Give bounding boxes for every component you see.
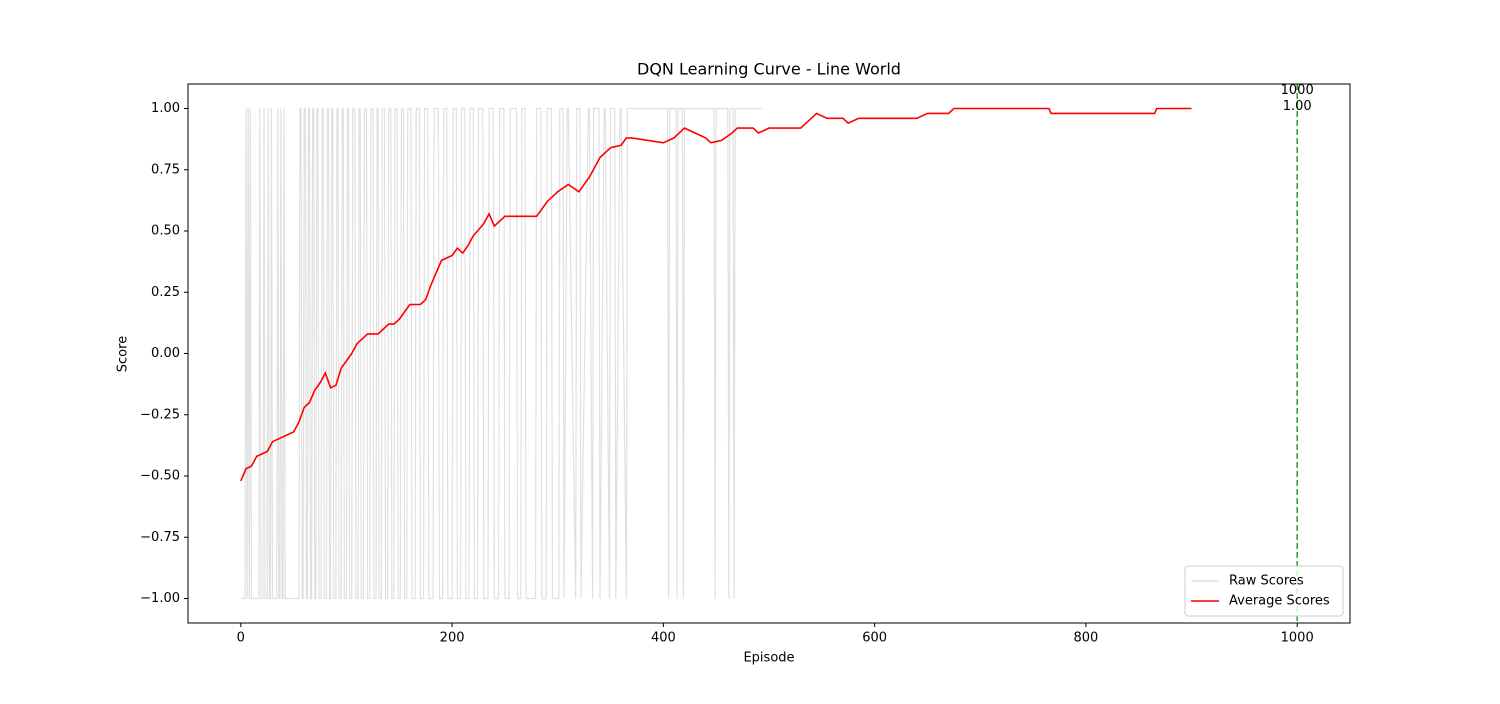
plot-frame xyxy=(187,83,1351,624)
y-tick-label: −0.75 xyxy=(140,530,180,545)
y-tick-label: 0.25 xyxy=(151,285,180,300)
series-line xyxy=(240,107,1192,482)
y-tick-label: −1.00 xyxy=(140,591,180,606)
legend-label: Raw Scores xyxy=(1229,574,1304,589)
y-tick-label: −0.50 xyxy=(140,469,180,484)
x-tick-label: 800 xyxy=(1073,631,1098,646)
x-axis-label: Episode xyxy=(743,651,794,666)
y-tick-label: −0.25 xyxy=(140,407,180,422)
x-tick-label: 400 xyxy=(651,631,676,646)
y-tick-label: 0.75 xyxy=(151,162,180,177)
annotation: 1.00 xyxy=(1283,99,1312,114)
x-tick-label: 1000 xyxy=(1281,631,1314,646)
x-tick-label: 600 xyxy=(862,631,887,646)
x-tick-label: 200 xyxy=(440,631,465,646)
series-line xyxy=(240,107,763,600)
legend: Raw Scores Average Scores xyxy=(1184,565,1344,617)
legend-label: Average Scores xyxy=(1229,594,1330,609)
x-tick-label: 0 xyxy=(237,631,245,646)
y-tick-label: 1.00 xyxy=(151,101,180,116)
y-axis-label: Score xyxy=(116,336,131,372)
annotation: 1000 xyxy=(1281,83,1314,98)
y-tick-label: 0.50 xyxy=(151,224,180,239)
y-tick-label: 0.00 xyxy=(151,346,180,361)
chart-title: DQN Learning Curve - Line World xyxy=(637,60,901,79)
legend-box xyxy=(1184,565,1344,617)
